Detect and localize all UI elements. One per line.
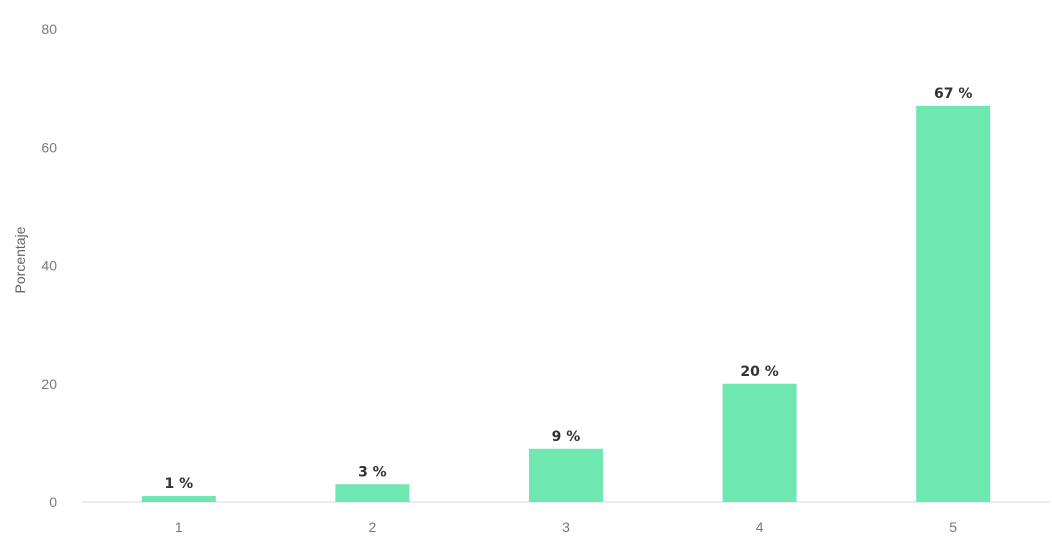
x-tick-label: 5 <box>949 519 957 535</box>
x-tick-label: 3 <box>562 519 570 535</box>
bar <box>335 484 410 502</box>
bar <box>141 496 216 502</box>
value-labels: 1 % 3 % 9 % 20 % 67 % <box>164 86 972 492</box>
bar-value-label: 1 % <box>164 476 193 492</box>
bar <box>529 448 603 502</box>
bar-value-label: 9 % <box>552 429 581 445</box>
y-tick-label: 0 <box>49 494 57 510</box>
bar-value-label: 67 % <box>934 86 972 102</box>
bar-series <box>141 105 991 503</box>
bar-value-label: 20 % <box>740 364 778 380</box>
bar <box>722 383 797 502</box>
bar-value-label: 3 % <box>358 464 387 480</box>
y-tick-label: 60 <box>41 139 57 155</box>
y-tick-label: 40 <box>41 258 57 274</box>
x-tick-label: 2 <box>369 519 377 535</box>
y-tick-label: 20 <box>41 376 57 392</box>
x-axis-ticks: 1 2 3 4 5 <box>175 519 957 535</box>
y-axis-title: Porcentaje <box>12 226 28 293</box>
y-axis-ticks: 0 20 40 60 80 <box>41 21 57 510</box>
x-tick-label: 1 <box>175 519 183 535</box>
x-tick-label: 4 <box>756 519 764 535</box>
bar <box>916 105 991 503</box>
y-tick-label: 80 <box>41 21 57 37</box>
